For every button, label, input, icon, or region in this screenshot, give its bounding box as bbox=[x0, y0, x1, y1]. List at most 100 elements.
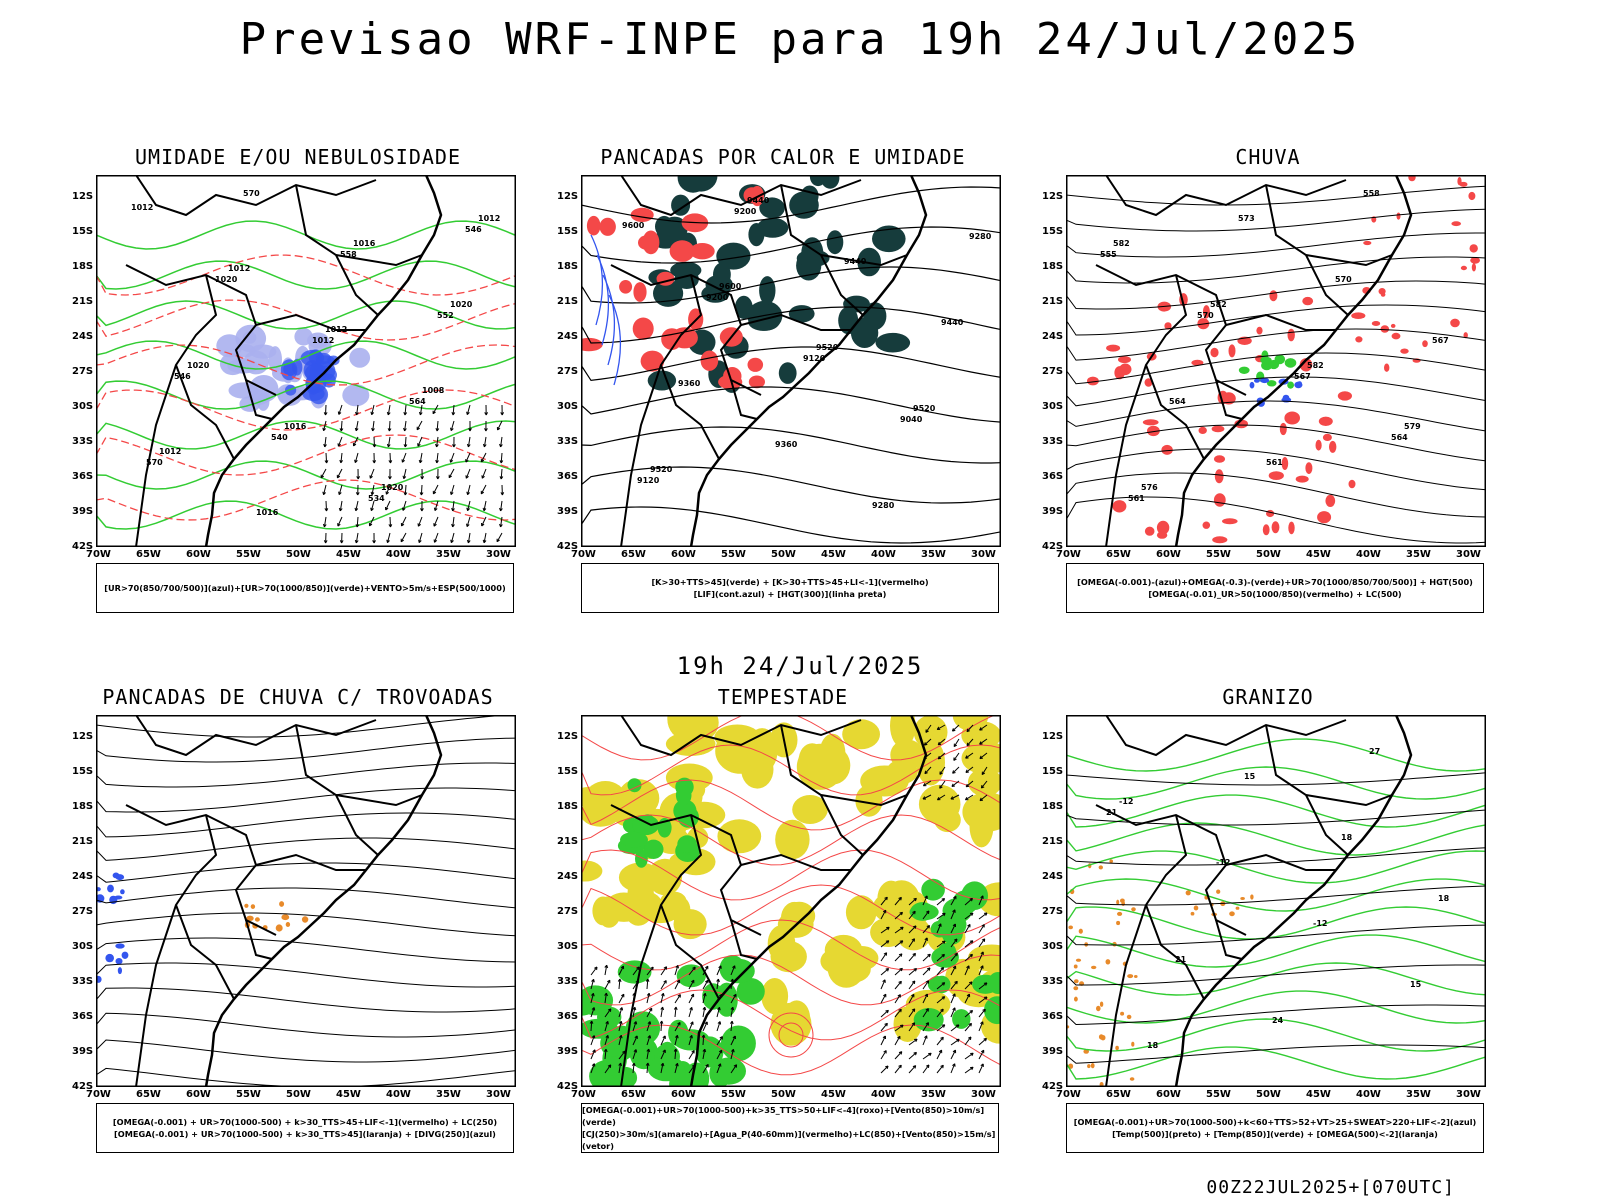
lat-label: 33S bbox=[557, 436, 579, 447]
contour-label: 15 bbox=[1244, 772, 1256, 781]
lat-label: 30S bbox=[1042, 401, 1064, 412]
lon-label: 70W bbox=[1056, 549, 1081, 560]
lon-label: 30W bbox=[1456, 1089, 1481, 1100]
contour-label: 9600 bbox=[622, 221, 645, 230]
contour-label: 561 bbox=[1128, 494, 1145, 503]
lat-label: 27S bbox=[72, 906, 94, 917]
contour-label: 9520 bbox=[650, 465, 673, 474]
contour-label: 18 bbox=[1438, 894, 1450, 903]
contour-label: 555 bbox=[1100, 250, 1117, 259]
lat-label: 18S bbox=[1042, 801, 1064, 812]
lat-label: 12S bbox=[72, 731, 94, 742]
lat-label: 12S bbox=[557, 191, 579, 202]
contour-label: 1012 bbox=[131, 203, 153, 212]
lon-label: 35W bbox=[436, 1089, 461, 1100]
panel-title: PANCADAS DE CHUVA C/ TROVOADAS bbox=[102, 685, 494, 709]
map-canvas bbox=[96, 715, 516, 1087]
legend-line: [K>30+TTS>45](verde) + [K>30+TTS>45+LI<-… bbox=[651, 577, 929, 587]
lat-label: 18S bbox=[72, 261, 94, 272]
lat-label: 18S bbox=[557, 801, 579, 812]
lat-label: 18S bbox=[72, 801, 94, 812]
lat-label: 33S bbox=[72, 436, 94, 447]
legend-line: [LIF](cont.azul) + [HGT(300)](linha pret… bbox=[693, 589, 887, 599]
forecast-time-subtitle: 19h 24/Jul/2025 bbox=[676, 652, 924, 680]
lon-label: 55W bbox=[1206, 1089, 1231, 1100]
lat-label: 18S bbox=[557, 261, 579, 272]
contour-label: 540 bbox=[271, 433, 288, 442]
panel-umidade: UMIDADE E/OU NEBULOSIDADE 1012 1012 1012 10… bbox=[48, 145, 516, 635]
lon-label: 60W bbox=[186, 549, 211, 560]
lat-label: 30S bbox=[72, 941, 94, 952]
run-info-footer: 00Z22JUL2025+[070UTC] bbox=[1206, 1177, 1455, 1198]
map-canvas bbox=[581, 715, 1001, 1087]
legend-line: [OMEGA(-0.001) + UR>70(1000-500) + k>30_… bbox=[114, 1129, 496, 1139]
contour-label: 564 bbox=[1391, 433, 1408, 442]
contour-lines bbox=[581, 715, 1001, 1076]
political-borders bbox=[610, 715, 928, 1087]
lat-label: 15S bbox=[1042, 766, 1064, 777]
lon-label: 30W bbox=[486, 549, 511, 560]
lon-label: 65W bbox=[136, 549, 161, 560]
map-tempestade[interactable]: 12S 15S 18S 21S 24S 27S 30S 33S 36S 39S 42S 70W 65W 6… bbox=[557, 715, 1001, 1100]
contour-label: 570 bbox=[1197, 311, 1214, 320]
map-trovoadas[interactable]: 12S 15S 18S 21S 24S 27S 30S 33S 36S 39S 42S 70W 65W 6… bbox=[72, 715, 516, 1100]
lon-label: 40W bbox=[871, 549, 896, 560]
lat-label: 24S bbox=[72, 331, 94, 342]
panel-granizo: GRANIZO -12 -12 -12 15 18 15 18 18 21 24 27 21 12S 15… bbox=[1018, 685, 1486, 1175]
panel-trovoadas: PANCADAS DE CHUVA C/ TROVOADAS 12S 15S 18S… bbox=[48, 685, 516, 1175]
lon-label: 40W bbox=[386, 549, 411, 560]
political-borders bbox=[1095, 175, 1413, 547]
lat-label: 36S bbox=[1042, 471, 1064, 482]
contour-label: 552 bbox=[437, 311, 454, 320]
lon-label: 50W bbox=[771, 549, 796, 560]
map-frame bbox=[1066, 175, 1486, 547]
contour-label: 24 bbox=[1272, 1016, 1284, 1025]
lon-label: 65W bbox=[1106, 549, 1131, 560]
map-pancadas-calor[interactable]: 9600 9600 9520 9520 9520 9440 9440 9440 9360 9360… bbox=[557, 175, 1001, 560]
lon-label: 40W bbox=[386, 1089, 411, 1100]
lat-label: 15S bbox=[557, 226, 579, 237]
lon-label: 50W bbox=[1256, 549, 1281, 560]
lat-label: 39S bbox=[557, 1046, 579, 1057]
main-title: Previsao WRF-INPE para 19h 24/Jul/2025 bbox=[239, 14, 1361, 65]
panel-legend: [OMEGA(-0.001)+UR>70(1000-500)+k<60+TTS>… bbox=[1066, 1103, 1484, 1153]
legend-line: [Temp(500)](preto) + [Temp(850)](verde) … bbox=[1112, 1129, 1438, 1139]
contour-label: 582 bbox=[1307, 361, 1324, 370]
lon-label: 45W bbox=[821, 549, 846, 560]
lat-label: 39S bbox=[72, 1046, 94, 1057]
map-chuva[interactable]: 582 582 582 579 576 573 570 567 564 561 558 555 570 5… bbox=[1042, 175, 1486, 560]
contour-label: -12 bbox=[1313, 919, 1327, 928]
lat-label: 30S bbox=[557, 941, 579, 952]
lat-label: 33S bbox=[1042, 976, 1064, 987]
contour-label: 15 bbox=[1410, 980, 1422, 989]
panel-legend: [OMEGA(-0.001) + UR>70(1000-500) + k>30_… bbox=[96, 1103, 514, 1153]
lon-label: 70W bbox=[86, 549, 111, 560]
map-frame bbox=[96, 715, 516, 1087]
lon-label: 30W bbox=[971, 1089, 996, 1100]
panel-tempestade: TEMPESTADE 12S 15S 18S 21S 24S 27S 30S 33S 36S 39… bbox=[533, 685, 1001, 1175]
lat-label: 24S bbox=[1042, 331, 1064, 342]
lat-label: 33S bbox=[72, 976, 94, 987]
contour-label: 21 bbox=[1175, 955, 1187, 964]
contour-label: 9600 bbox=[719, 282, 742, 291]
lat-label: 27S bbox=[557, 366, 579, 377]
lat-label: 27S bbox=[1042, 366, 1064, 377]
lon-label: 60W bbox=[671, 1089, 696, 1100]
contour-label: 9520 bbox=[913, 404, 936, 413]
contour-label: -12 bbox=[1119, 797, 1133, 806]
contour-label: 558 bbox=[340, 250, 357, 259]
contour-label: 570 bbox=[1335, 275, 1352, 284]
map-umidade[interactable]: 1012 1012 1012 1008 1012 1016 1016 1020 1020 1016… bbox=[72, 175, 516, 560]
lon-label: 60W bbox=[1156, 549, 1181, 560]
lat-label: 39S bbox=[72, 506, 94, 517]
legend-line: [OMEGA(-0.001)+UR>70(1000-500)+k<60+TTS>… bbox=[1073, 1117, 1477, 1127]
lon-label: 50W bbox=[286, 549, 311, 560]
contour-label: 9280 bbox=[969, 232, 992, 241]
map-canvas: 5825825825795765735705675645615585555705… bbox=[1066, 175, 1486, 547]
map-granizo[interactable]: -12 -12 -12 15 18 15 18 18 21 24 27 21 12S 15S 18S 21S 2… bbox=[1042, 715, 1486, 1100]
lat-label: 39S bbox=[1042, 506, 1064, 517]
lon-label: 55W bbox=[721, 549, 746, 560]
contour-label: 9120 bbox=[637, 476, 660, 485]
lon-label: 45W bbox=[821, 1089, 846, 1100]
